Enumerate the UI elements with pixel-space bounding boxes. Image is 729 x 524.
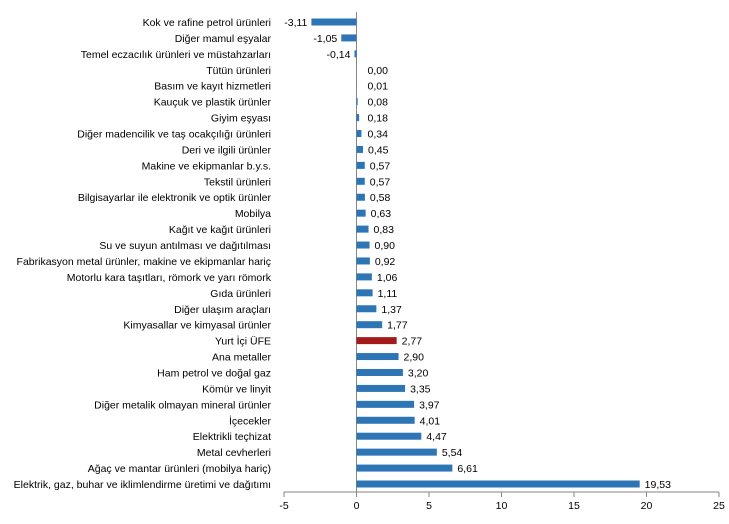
data-label: 6,61 xyxy=(457,463,478,475)
bar xyxy=(357,321,383,328)
x-tick-label: 15 xyxy=(568,500,580,512)
bar xyxy=(357,337,397,344)
data-label: 0,63 xyxy=(371,208,392,220)
bar xyxy=(357,194,365,201)
data-label: 4,47 xyxy=(426,431,447,443)
category-label: İçecekler xyxy=(229,414,272,427)
bar xyxy=(354,50,356,57)
category-label: Kimyasallar ve kimyasal ürünler xyxy=(123,320,271,332)
category-label: Mobilya xyxy=(235,208,271,220)
data-label: 0,18 xyxy=(368,113,389,125)
data-label: 2,90 xyxy=(404,352,425,364)
bar xyxy=(357,178,365,185)
x-tick-label: -5 xyxy=(279,500,288,512)
bar xyxy=(357,210,366,217)
category-label: Diğer metalik olmayan mineral ürünler xyxy=(94,399,271,411)
category-label: Deri ve ilgili ürünler xyxy=(182,144,272,156)
data-label: 1,06 xyxy=(377,272,398,284)
bar xyxy=(357,353,399,360)
category-label: Fabrikasyon metal ürünler, makine ve eki… xyxy=(17,256,271,268)
category-label: Ana metaller xyxy=(212,352,271,364)
bar xyxy=(357,401,415,408)
bar xyxy=(357,162,365,169)
data-label: 0,90 xyxy=(375,240,396,252)
data-label: -1,05 xyxy=(313,33,337,45)
data-label: 0,01 xyxy=(368,81,389,93)
data-label: 1,11 xyxy=(378,288,398,300)
category-label: Tütün ürünleri xyxy=(206,65,271,77)
bar xyxy=(357,130,362,137)
data-label: 4,01 xyxy=(420,415,441,427)
category-label: Makine ve ekipmanlar b.y.s. xyxy=(142,160,271,172)
bar xyxy=(357,433,422,440)
category-label: Diğer madencilik ve taş ocakçılığı ürünl… xyxy=(77,129,271,141)
bar xyxy=(357,465,453,472)
data-label: 0,58 xyxy=(370,192,391,204)
category-label: Metal cevherleri xyxy=(197,447,271,459)
category-label: Elektrikli teçhizat xyxy=(193,431,271,443)
bar xyxy=(357,481,640,488)
bar xyxy=(357,449,437,456)
category-label: Su ve suyun antılması ve dağıtılması xyxy=(99,240,271,252)
data-label: 0,34 xyxy=(368,129,389,141)
bar xyxy=(357,385,406,392)
data-label: 0,00 xyxy=(368,65,389,77)
data-label: 0,45 xyxy=(368,144,389,156)
data-label: 0,92 xyxy=(375,256,396,268)
category-label: Ağaç ve mantar ürünleri (mobilya hariç) xyxy=(88,463,271,475)
x-tick-label: 5 xyxy=(426,500,432,512)
category-label: Temel eczacılık ürünleri ve müstahzarlar… xyxy=(81,49,271,61)
bar xyxy=(357,242,370,249)
data-label: 3,35 xyxy=(410,383,431,395)
x-tick-label: 10 xyxy=(496,500,508,512)
category-label: Diğer ulaşım araçları xyxy=(174,304,271,316)
bar xyxy=(311,19,356,26)
category-label: Diğer mamul eşyalar xyxy=(175,33,272,45)
data-label: -0,14 xyxy=(327,49,351,61)
data-label: -3,11 xyxy=(284,17,307,29)
data-label: 0,57 xyxy=(370,176,391,188)
category-label: Basım ve kayıt hizmetleri xyxy=(154,81,271,93)
data-label: 0,08 xyxy=(368,97,389,109)
category-label: Tekstil ürünleri xyxy=(204,176,271,188)
bar xyxy=(357,257,370,264)
data-label: 19,53 xyxy=(645,479,671,491)
category-label: Giyim eşyası xyxy=(211,113,271,125)
bar xyxy=(357,273,372,280)
bar xyxy=(341,34,356,41)
data-label: 0,57 xyxy=(370,160,391,172)
category-label: Kömür ve linyit xyxy=(202,383,271,395)
category-label: Gıda ürünleri xyxy=(210,288,271,300)
data-label: 5,54 xyxy=(442,447,463,459)
x-tick-label: 0 xyxy=(354,500,360,512)
data-label: 0,83 xyxy=(374,224,395,236)
category-label: Elektrik, gaz, buhar ve iklimlendirme ür… xyxy=(14,479,271,491)
category-label: Kağıt ve kağıt ürünleri xyxy=(169,224,271,236)
x-tick-label: 20 xyxy=(641,500,653,512)
data-label: 3,20 xyxy=(408,367,429,379)
x-tick-label: 25 xyxy=(713,500,725,512)
bar xyxy=(357,98,358,105)
data-label: 1,77 xyxy=(387,320,408,332)
bar xyxy=(357,417,415,424)
data-label: 2,77 xyxy=(402,336,423,348)
bar xyxy=(357,114,360,121)
category-label: Motorlu kara taşıtları, römork ve yarı r… xyxy=(67,272,272,284)
data-label: 3,97 xyxy=(419,399,440,411)
bar xyxy=(357,289,373,296)
category-label: Ham petrol ve doğal gaz xyxy=(157,367,271,379)
bar xyxy=(357,369,403,376)
category-label: Kauçuk ve plastik ürünler xyxy=(154,97,272,109)
bar xyxy=(357,226,369,233)
bar xyxy=(357,146,364,153)
category-label: Kok ve rafine petrol ürünleri xyxy=(143,17,271,29)
category-label: Yurt İçi ÜFE xyxy=(215,335,271,348)
category-label: Bilgisayarlar ile elektronik ve optik ür… xyxy=(78,192,272,204)
data-label: 1,37 xyxy=(381,304,402,316)
bar xyxy=(357,305,377,312)
